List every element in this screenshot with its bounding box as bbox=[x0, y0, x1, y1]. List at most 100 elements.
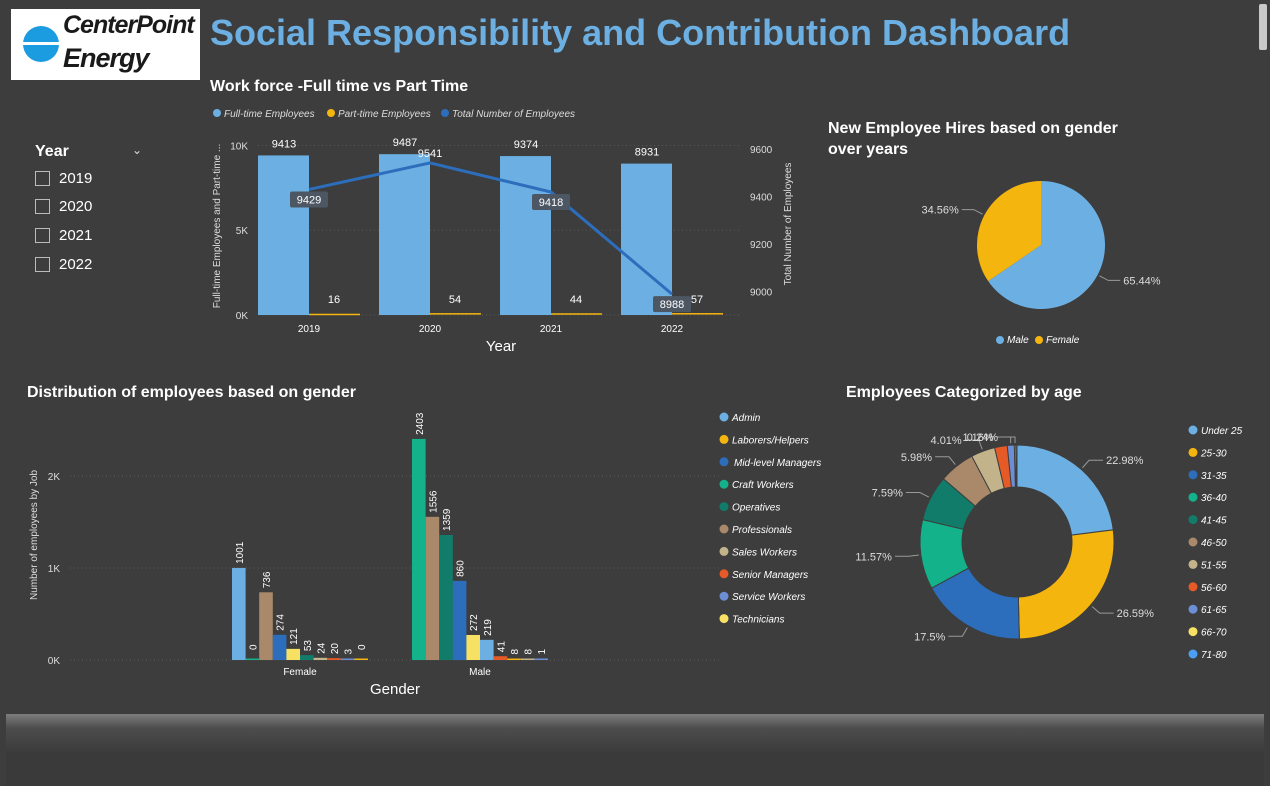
chart-title: over years bbox=[828, 141, 908, 158]
tick-label: 10K bbox=[230, 141, 248, 152]
data-label: 9418 bbox=[539, 197, 563, 209]
legend-label: Service Workers bbox=[732, 592, 805, 603]
bar bbox=[245, 658, 260, 660]
leader-line bbox=[1099, 275, 1121, 281]
year-option-label: 2021 bbox=[59, 226, 93, 244]
bar bbox=[412, 438, 426, 660]
data-label: 8931 bbox=[635, 147, 659, 159]
checkbox-icon[interactable] bbox=[35, 256, 50, 272]
tick-label: 0K bbox=[48, 656, 61, 667]
data-label: 2403 bbox=[415, 412, 426, 435]
legend-marker bbox=[1188, 604, 1198, 614]
data-label: 0 bbox=[248, 644, 259, 650]
legend-marker bbox=[719, 412, 729, 422]
checkbox-icon[interactable] bbox=[35, 170, 50, 186]
year-option-2019[interactable]: 2019 bbox=[35, 168, 92, 188]
legend-label: Sales Workers bbox=[732, 547, 797, 558]
data-label: 11.57% bbox=[855, 551, 892, 563]
data-label: 0.24% bbox=[967, 432, 998, 444]
data-label: 34.56% bbox=[921, 205, 959, 217]
leader-line bbox=[894, 554, 919, 557]
leader-line bbox=[1001, 436, 1016, 444]
year-option-2021[interactable]: 2021 bbox=[35, 225, 92, 245]
logo-swoosh-icon bbox=[23, 42, 129, 45]
legend-label: Full-time Employees bbox=[224, 109, 315, 120]
legend-marker bbox=[1035, 336, 1043, 344]
logo-text-line2: Energy bbox=[63, 43, 150, 73]
bar bbox=[313, 657, 328, 660]
chart-title: Work force -Full time vs Part Time bbox=[210, 78, 468, 95]
data-label: 57 bbox=[691, 294, 703, 306]
axis-title: Year bbox=[486, 338, 516, 355]
pie-slice bbox=[977, 181, 1041, 282]
tick-label: 9200 bbox=[750, 240, 773, 251]
tick-label: 0K bbox=[236, 311, 249, 322]
legend-marker bbox=[719, 614, 729, 624]
legend-marker bbox=[1188, 627, 1198, 637]
scrollbar-thumb[interactable] bbox=[1259, 4, 1267, 50]
data-label: 736 bbox=[262, 571, 273, 588]
data-label: 7.59% bbox=[872, 488, 903, 500]
data-label: 24 bbox=[316, 642, 327, 654]
bar bbox=[286, 648, 300, 660]
bar bbox=[327, 658, 341, 660]
pie-slice bbox=[988, 181, 1105, 310]
series-line bbox=[308, 161, 673, 296]
legend-label: Laborers/Helpers bbox=[732, 435, 809, 446]
chart-title: Employees Categorized by age bbox=[846, 384, 1082, 401]
tick-label: 2022 bbox=[661, 324, 684, 335]
year-option-2022[interactable]: 2022 bbox=[35, 254, 92, 274]
bar bbox=[500, 156, 551, 315]
tick-label: Female bbox=[283, 667, 317, 678]
bar bbox=[379, 154, 430, 315]
data-label: 8988 bbox=[660, 299, 684, 311]
legend-marker bbox=[1188, 582, 1198, 592]
legend-marker bbox=[327, 109, 335, 117]
legend-label: 46-50 bbox=[1201, 538, 1227, 549]
legend-label: Operatives bbox=[732, 503, 780, 514]
checkbox-icon[interactable] bbox=[35, 227, 50, 243]
data-label-box bbox=[653, 296, 691, 313]
legend-marker bbox=[719, 546, 729, 556]
legend-label: 71-80 bbox=[1201, 650, 1227, 661]
data-label: 65.44% bbox=[1123, 275, 1161, 287]
data-label: 1359 bbox=[442, 508, 453, 531]
chevron-down-icon[interactable]: ⌄ bbox=[132, 143, 143, 157]
bar bbox=[493, 656, 508, 660]
legend-marker bbox=[719, 569, 729, 579]
legend-label: Craft Workers bbox=[732, 480, 794, 491]
legend-marker bbox=[1188, 649, 1198, 659]
bar bbox=[272, 634, 287, 660]
legend-label: Part-time Employees bbox=[338, 109, 431, 120]
bottom-panel bbox=[6, 714, 1264, 786]
legend-label: Under 25 bbox=[1201, 426, 1243, 437]
data-label: 1556 bbox=[428, 490, 439, 513]
company-logo: CenterPoint Energy bbox=[11, 9, 200, 80]
legend-label: 61-65 bbox=[1201, 605, 1227, 616]
bar bbox=[232, 567, 246, 660]
data-label: 22.98% bbox=[1106, 455, 1144, 467]
bar bbox=[466, 634, 480, 660]
checkbox-icon[interactable] bbox=[35, 198, 50, 214]
leader-line bbox=[935, 456, 956, 465]
bar bbox=[621, 163, 672, 315]
bar bbox=[259, 592, 273, 660]
leader-line bbox=[905, 492, 930, 498]
data-label: 1.16% bbox=[962, 432, 993, 444]
legend-label: 25-30 bbox=[1200, 448, 1227, 459]
year-slicer: Year ⌄ 2019 2020 2021 2022 bbox=[35, 143, 145, 273]
tick-label: 2019 bbox=[298, 324, 321, 335]
data-label: 8 bbox=[510, 649, 521, 655]
tick-label: 2K bbox=[48, 472, 61, 483]
bar bbox=[672, 313, 723, 315]
tick-label: 2021 bbox=[540, 324, 563, 335]
data-label: 9374 bbox=[514, 139, 538, 151]
data-label: 272 bbox=[469, 614, 480, 631]
legend-label: Male bbox=[1007, 335, 1029, 346]
legend-label: Professionals bbox=[732, 525, 792, 536]
year-option-label: 2019 bbox=[59, 169, 93, 187]
year-option-2020[interactable]: 2020 bbox=[35, 196, 92, 216]
data-label-box bbox=[532, 194, 570, 211]
data-label: 9541 bbox=[418, 148, 442, 160]
legend-label: Mid-level Managers bbox=[734, 458, 821, 469]
